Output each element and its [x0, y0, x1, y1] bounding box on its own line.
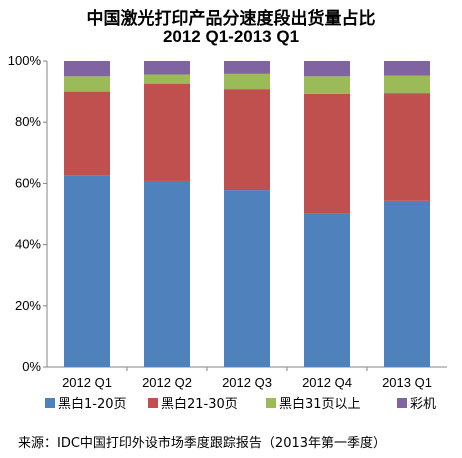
chart-title: 中国激光打印产品分速度段出货量占比 [86, 9, 376, 29]
x-tick-labels: 2012 Q1 2012 Q2 2012 Q3 2012 Q4 2013 Q1 [62, 375, 432, 390]
y-tick-label: 60% [15, 175, 41, 190]
source-note: 来源：IDC中国打印外设市场季度跟踪报告（2013年第一季度） [18, 436, 387, 451]
bar-segment-1 [384, 200, 430, 367]
bar-segment-1 [144, 180, 190, 367]
legend-swatch-2 [148, 398, 158, 408]
bar-segment-2 [304, 93, 350, 214]
legend-swatch-1 [45, 398, 55, 408]
bar-segment-4 [64, 61, 110, 77]
x-tick-label: 2012 Q4 [302, 375, 352, 390]
chart-subtitle: 2012 Q1-2013 Q1 [162, 27, 300, 46]
legend-label-2: 黑白21-30页 [161, 396, 238, 412]
bar-segment-3 [144, 74, 190, 84]
bar-segment-3 [384, 75, 430, 94]
x-tick-label: 2012 Q2 [142, 375, 192, 390]
legend-swatch-3 [266, 398, 276, 408]
legend-swatch-4 [397, 398, 407, 408]
x-tick-label: 2013 Q1 [382, 375, 432, 390]
bar-segment-2 [384, 93, 430, 201]
bar-segment-3 [224, 73, 270, 90]
y-tick-label: 40% [15, 237, 41, 252]
y-tick-label: 0% [22, 359, 41, 374]
y-tick-label: 80% [15, 114, 41, 129]
y-tick-label: 100% [8, 53, 42, 68]
bar-segment-4 [304, 61, 350, 77]
bar-segment-4 [224, 61, 270, 74]
y-tick-label: 20% [15, 298, 41, 313]
bar-segment-1 [64, 175, 110, 367]
x-tick-label: 2012 Q1 [62, 375, 112, 390]
bar-segment-1 [224, 190, 270, 367]
legend-label-4: 彩机 [410, 397, 436, 412]
legend: 黑白1-20页 黑白21-30页 黑白31页以上 彩机 [45, 396, 436, 412]
bar-segment-3 [304, 76, 350, 94]
x-tick-label: 2012 Q3 [222, 375, 272, 390]
legend-label-1: 黑白1-20页 [58, 396, 127, 412]
bars [64, 61, 430, 367]
legend-label-3: 黑白31页以上 [279, 396, 361, 412]
bar-segment-4 [384, 61, 430, 76]
bar-segment-2 [64, 91, 110, 176]
bar-segment-2 [224, 89, 270, 191]
bar-segment-1 [304, 213, 350, 367]
bar-segment-2 [144, 83, 190, 181]
bar-segment-4 [144, 61, 190, 75]
y-tick-labels: 0% 20% 40% 60% 80% 100% [8, 53, 42, 374]
bar-segment-3 [64, 76, 110, 92]
